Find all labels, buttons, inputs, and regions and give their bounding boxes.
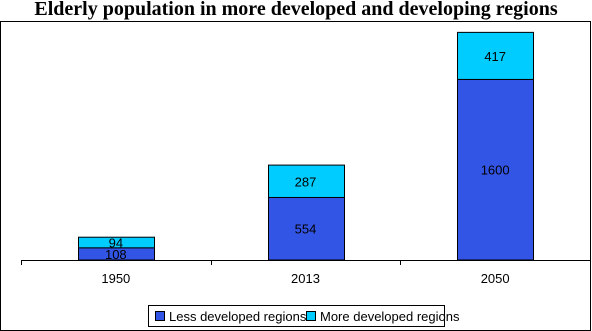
legend-label: More developed regions [320,309,460,324]
x-tick-label: 2050 [481,271,510,286]
legend-label: Less developed regions [169,309,307,324]
bar-2050-series-0 [457,78,534,261]
bar-2013-series-0 [268,196,345,261]
ticks-layer: 1950 2013 2050 [21,260,591,286]
bar-1950-series-1 [78,236,155,249]
bar-2050-series-1 [457,31,534,80]
chart-title: Elderly population in more developed and… [34,0,558,20]
x-tick-label: 2013 [291,271,320,286]
legend-swatch [306,311,316,321]
legend: Less developed regions More developed reg… [148,305,460,327]
x-tick-label: 1950 [101,271,130,286]
data-label-2013-series-1: 287 [295,174,317,189]
data-label-1950-series-0: 108 [105,247,127,262]
data-label-2050-series-0: 1600 [481,163,510,178]
legend-swatch [155,311,165,321]
data-label-2050-series-1: 417 [484,49,506,64]
data-label-2013-series-0: 554 [295,222,317,237]
bar-2013-series-1 [268,164,345,198]
data-label-1950-series-1: 94 [109,236,123,251]
legend-box [148,305,445,327]
bars-layer [78,31,534,261]
